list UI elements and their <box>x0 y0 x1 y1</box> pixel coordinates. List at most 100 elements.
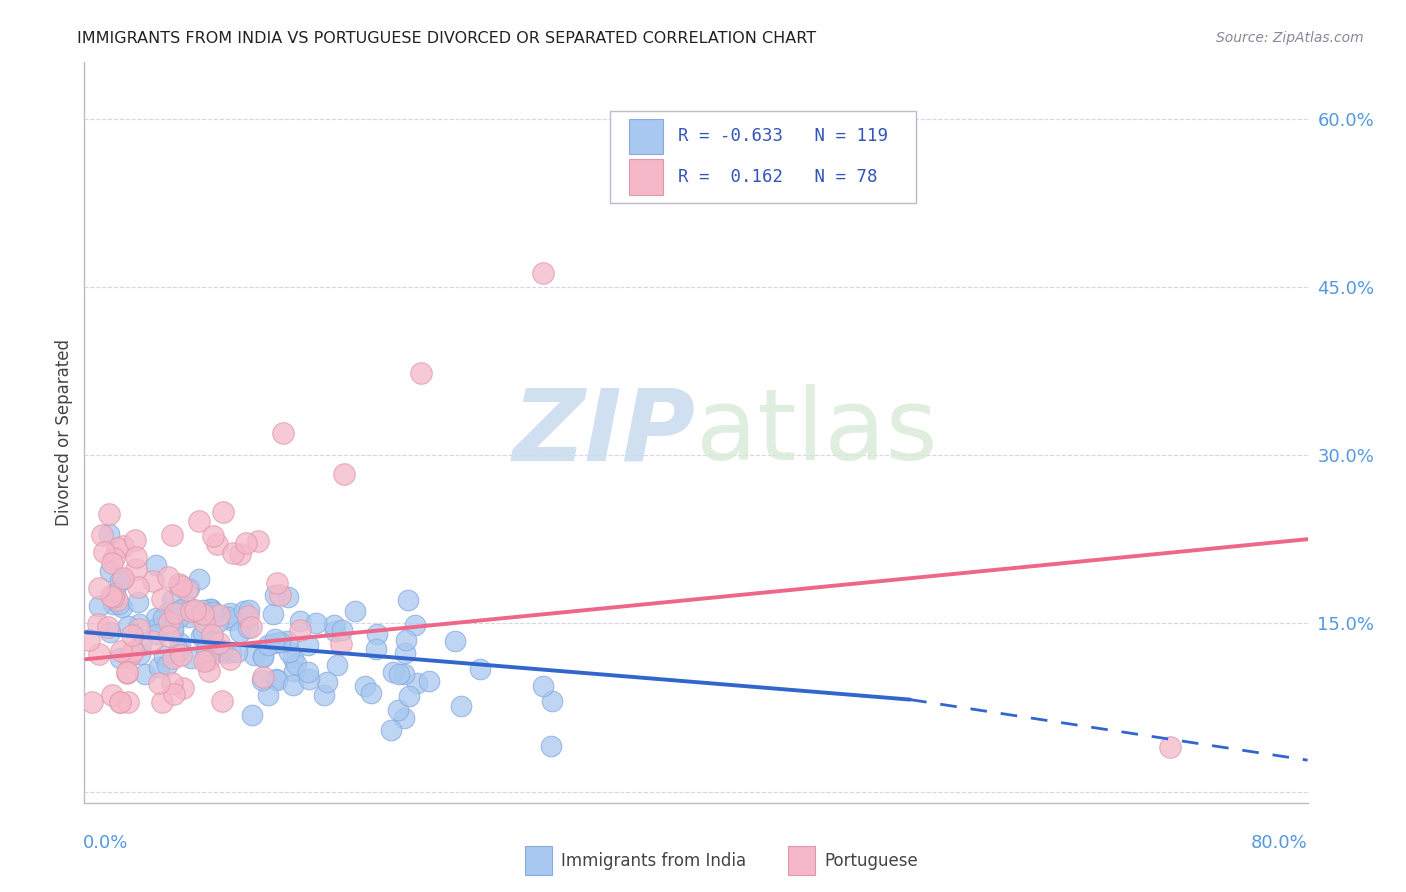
Point <box>217 609 239 624</box>
Point <box>89 647 111 661</box>
FancyBboxPatch shape <box>787 846 814 875</box>
Point <box>172 602 194 616</box>
Text: Source: ZipAtlas.com: Source: ZipAtlas.com <box>1216 31 1364 45</box>
Point <box>169 648 191 662</box>
Point <box>80 695 103 709</box>
Point <box>257 638 280 652</box>
Point <box>180 604 202 618</box>
Point <box>157 570 180 584</box>
Point <box>111 571 134 585</box>
Point <box>167 604 190 618</box>
Point <box>266 673 288 688</box>
Point <box>141 634 163 648</box>
Point <box>103 598 125 612</box>
Point <box>531 679 554 693</box>
Point <box>187 515 209 529</box>
Point <box>146 621 169 635</box>
Point <box>163 687 186 701</box>
Point <box>381 665 404 679</box>
Point <box>418 674 440 689</box>
Point <box>541 694 564 708</box>
Point <box>278 645 301 659</box>
Point <box>165 606 187 620</box>
Point <box>468 663 491 677</box>
Point <box>97 526 120 541</box>
Point <box>366 626 388 640</box>
Point <box>226 645 249 659</box>
Point <box>112 539 135 553</box>
Point <box>330 637 353 651</box>
Point <box>229 547 252 561</box>
Point <box>208 636 231 650</box>
Point <box>193 607 215 622</box>
Point <box>117 619 139 633</box>
Point <box>305 615 328 630</box>
Point <box>209 642 232 657</box>
Point <box>155 657 177 672</box>
Point <box>177 600 200 615</box>
Point <box>110 651 132 665</box>
Point <box>87 616 110 631</box>
Point <box>315 675 337 690</box>
Text: 0.0%: 0.0% <box>83 834 128 852</box>
Point <box>252 649 274 664</box>
Point <box>236 621 259 635</box>
Point <box>125 549 148 564</box>
Point <box>252 649 274 664</box>
Point <box>388 666 411 681</box>
Point <box>179 582 201 596</box>
Point <box>235 535 257 549</box>
Point <box>333 467 356 482</box>
Point <box>263 636 285 650</box>
Point <box>162 624 184 639</box>
Point <box>104 586 127 600</box>
Point <box>326 657 349 672</box>
Point <box>110 695 132 709</box>
Point <box>281 650 304 665</box>
Point <box>169 643 191 657</box>
Point <box>269 588 291 602</box>
Point <box>170 579 193 593</box>
Point <box>330 623 353 637</box>
Point <box>406 676 429 690</box>
Point <box>211 694 233 708</box>
Point <box>243 648 266 662</box>
Text: R =  0.162   N = 78: R = 0.162 N = 78 <box>678 169 877 186</box>
Point <box>77 632 100 647</box>
Point <box>100 688 122 702</box>
Point <box>290 623 312 637</box>
Point <box>162 651 184 665</box>
Point <box>277 590 299 604</box>
Point <box>266 576 288 591</box>
Point <box>177 610 200 624</box>
Point <box>176 583 198 598</box>
Point <box>187 572 209 586</box>
Point <box>121 644 143 658</box>
Point <box>153 648 176 663</box>
FancyBboxPatch shape <box>628 119 664 154</box>
Point <box>193 615 215 629</box>
Point <box>219 645 242 659</box>
Point <box>353 679 375 693</box>
Point <box>157 629 180 643</box>
Point <box>281 678 304 692</box>
Point <box>198 602 221 616</box>
Point <box>531 266 554 280</box>
Point <box>205 537 228 551</box>
Point <box>169 577 191 591</box>
Point <box>169 603 191 617</box>
Point <box>392 710 415 724</box>
Point <box>792 117 814 131</box>
Point <box>264 588 287 602</box>
Y-axis label: Divorced or Separated: Divorced or Separated <box>55 339 73 526</box>
Point <box>129 638 152 652</box>
Point <box>142 574 165 588</box>
Point <box>297 639 319 653</box>
Point <box>101 556 124 570</box>
Point <box>169 636 191 650</box>
Point <box>398 689 420 703</box>
Point <box>314 689 336 703</box>
Point <box>236 608 259 623</box>
Point <box>276 634 298 648</box>
Point <box>252 673 274 687</box>
